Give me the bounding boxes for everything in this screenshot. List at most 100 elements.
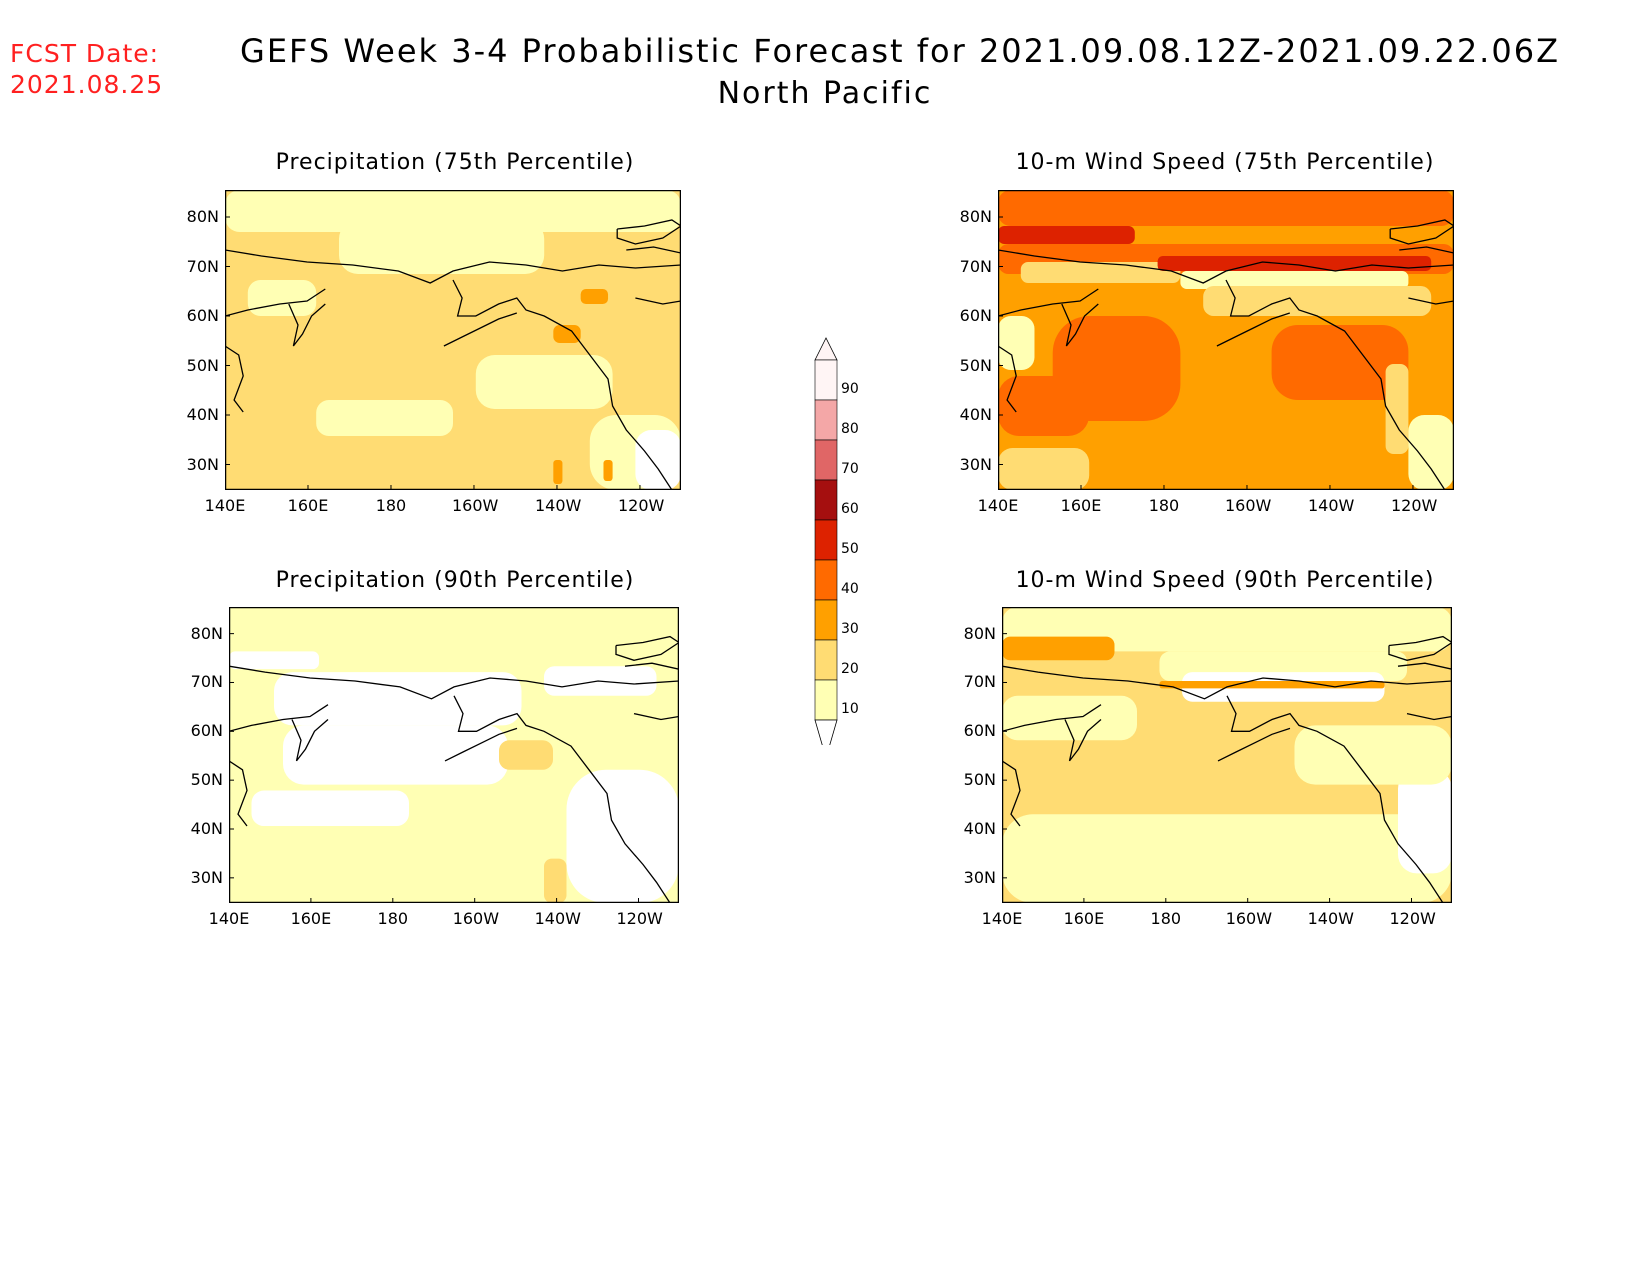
panel-title-wind-90: 10-m Wind Speed (90th Percentile) bbox=[1015, 568, 1435, 593]
lon-tick-label: 180 bbox=[1148, 496, 1180, 515]
shaded-region bbox=[635, 430, 681, 490]
colorbar-swatch bbox=[814, 439, 838, 481]
shaded-region bbox=[499, 740, 553, 770]
lon-tick-label: 140E bbox=[204, 496, 246, 515]
shaded-region bbox=[1002, 636, 1115, 661]
lon-tick-label: 140E bbox=[981, 909, 1023, 928]
colorbar-label: 70 bbox=[841, 461, 859, 477]
shaded-region bbox=[251, 790, 409, 827]
lon-tick-label: 120W bbox=[616, 909, 663, 928]
shaded-region bbox=[247, 280, 317, 316]
figure-title: GEFS Week 3-4 Probabilistic Forecast for… bbox=[0, 32, 1650, 111]
shaded-region bbox=[225, 190, 681, 232]
forecast-date-label: FCST Date: 2021.08.25 bbox=[10, 38, 163, 100]
shaded-region bbox=[475, 355, 613, 409]
shaded-region bbox=[1159, 681, 1385, 689]
colorbar-swatch bbox=[814, 559, 838, 601]
lon-tick-label: 140E bbox=[208, 909, 250, 928]
lat-tick-label: 50N bbox=[963, 770, 996, 790]
shaded-region bbox=[274, 672, 522, 726]
map-frame bbox=[1002, 607, 1452, 903]
colorbar-swatch bbox=[814, 599, 838, 641]
lat-tick-label: 70N bbox=[963, 672, 996, 692]
map-wind-90 bbox=[1002, 607, 1452, 903]
shaded-region bbox=[998, 448, 1090, 490]
lat-tick-label: 60N bbox=[190, 721, 223, 741]
title-line1: GEFS Week 3-4 Probabilistic Forecast for… bbox=[240, 32, 1560, 70]
map-frame bbox=[998, 190, 1454, 490]
colorbar-label: 90 bbox=[841, 381, 859, 397]
lon-tick-label: 140W bbox=[534, 496, 582, 515]
colorbar bbox=[814, 337, 838, 745]
fcst-date: 2021.08.25 bbox=[10, 70, 164, 99]
panel-title-wind-75: 10-m Wind Speed (75th Percentile) bbox=[1015, 150, 1435, 175]
lat-tick-label: 80N bbox=[190, 623, 223, 643]
lat-tick-label: 40N bbox=[963, 819, 996, 838]
colorbar-swatch bbox=[814, 399, 838, 441]
colorbar-label: 60 bbox=[841, 501, 859, 517]
lat-tick-label: 40N bbox=[959, 405, 992, 424]
shaded-region bbox=[316, 400, 453, 436]
lat-tick-label: 60N bbox=[186, 306, 219, 325]
lat-tick-label: 70N bbox=[186, 256, 219, 276]
lat-tick-label: 30N bbox=[963, 867, 996, 887]
shaded-region bbox=[1180, 271, 1409, 289]
lat-tick-label: 50N bbox=[190, 770, 223, 790]
lat-tick-label: 80N bbox=[959, 207, 992, 226]
shaded-region bbox=[339, 220, 545, 274]
map-frame bbox=[229, 607, 679, 903]
colorbar-bottom-arrow bbox=[814, 719, 838, 745]
lon-tick-label: 140W bbox=[1307, 496, 1355, 515]
fcst-label: FCST Date: bbox=[10, 39, 160, 68]
colorbar-swatch bbox=[814, 519, 838, 561]
lat-tick-label: 70N bbox=[959, 256, 992, 276]
map-precip-90 bbox=[229, 607, 679, 903]
lon-tick-label: 160E bbox=[1060, 496, 1102, 515]
lat-tick-label: 50N bbox=[959, 355, 992, 375]
lat-tick-label: 30N bbox=[190, 867, 223, 887]
lat-tick-label: 30N bbox=[186, 454, 219, 474]
colorbar-swatch bbox=[814, 479, 838, 521]
shaded-region bbox=[544, 858, 567, 903]
lat-tick-label: 30N bbox=[959, 454, 992, 474]
colorbar-label: 10 bbox=[841, 701, 859, 717]
lon-tick-label: 160E bbox=[287, 496, 329, 515]
lon-tick-label: 160W bbox=[1224, 496, 1272, 515]
lon-tick-label: 180 bbox=[377, 909, 409, 928]
shaded-region bbox=[1002, 814, 1452, 903]
shaded-region bbox=[1271, 325, 1409, 400]
lon-tick-label: 140W bbox=[534, 909, 581, 928]
shaded-region bbox=[580, 289, 609, 304]
shaded-region bbox=[1294, 725, 1452, 785]
colorbar-label: 50 bbox=[841, 541, 859, 557]
shaded-region bbox=[229, 651, 319, 670]
colorbar-label: 80 bbox=[841, 421, 859, 437]
colorbar-swatch bbox=[814, 359, 838, 401]
colorbar-top-arrow bbox=[814, 337, 838, 361]
shaded-region bbox=[1398, 769, 1452, 874]
colorbar-swatch bbox=[814, 639, 838, 681]
lon-tick-label: 140E bbox=[977, 496, 1019, 515]
lon-tick-label: 160W bbox=[451, 496, 499, 515]
lat-tick-label: 60N bbox=[959, 306, 992, 325]
panel-title-precip-90: Precipitation (90th Percentile) bbox=[275, 568, 635, 593]
shaded-region bbox=[1002, 607, 1452, 652]
shaded-region bbox=[566, 769, 679, 903]
lat-tick-label: 50N bbox=[186, 355, 219, 375]
shaded-region bbox=[998, 190, 1454, 226]
lon-tick-label: 120W bbox=[1389, 909, 1436, 928]
shaded-region bbox=[1020, 262, 1181, 283]
lon-tick-label: 180 bbox=[1150, 909, 1182, 928]
lat-tick-label: 40N bbox=[186, 405, 219, 424]
lat-tick-label: 40N bbox=[190, 819, 223, 838]
shaded-region bbox=[998, 316, 1035, 370]
title-line2: North Pacific bbox=[717, 76, 933, 111]
lat-tick-label: 80N bbox=[186, 207, 219, 226]
shaded-region bbox=[998, 376, 1090, 436]
shaded-region bbox=[1203, 286, 1432, 316]
colorbar-label: 40 bbox=[841, 581, 859, 597]
lon-tick-label: 180 bbox=[375, 496, 407, 515]
shaded-region bbox=[1385, 364, 1409, 454]
lon-tick-label: 120W bbox=[1390, 496, 1438, 515]
lon-tick-label: 160E bbox=[290, 909, 332, 928]
